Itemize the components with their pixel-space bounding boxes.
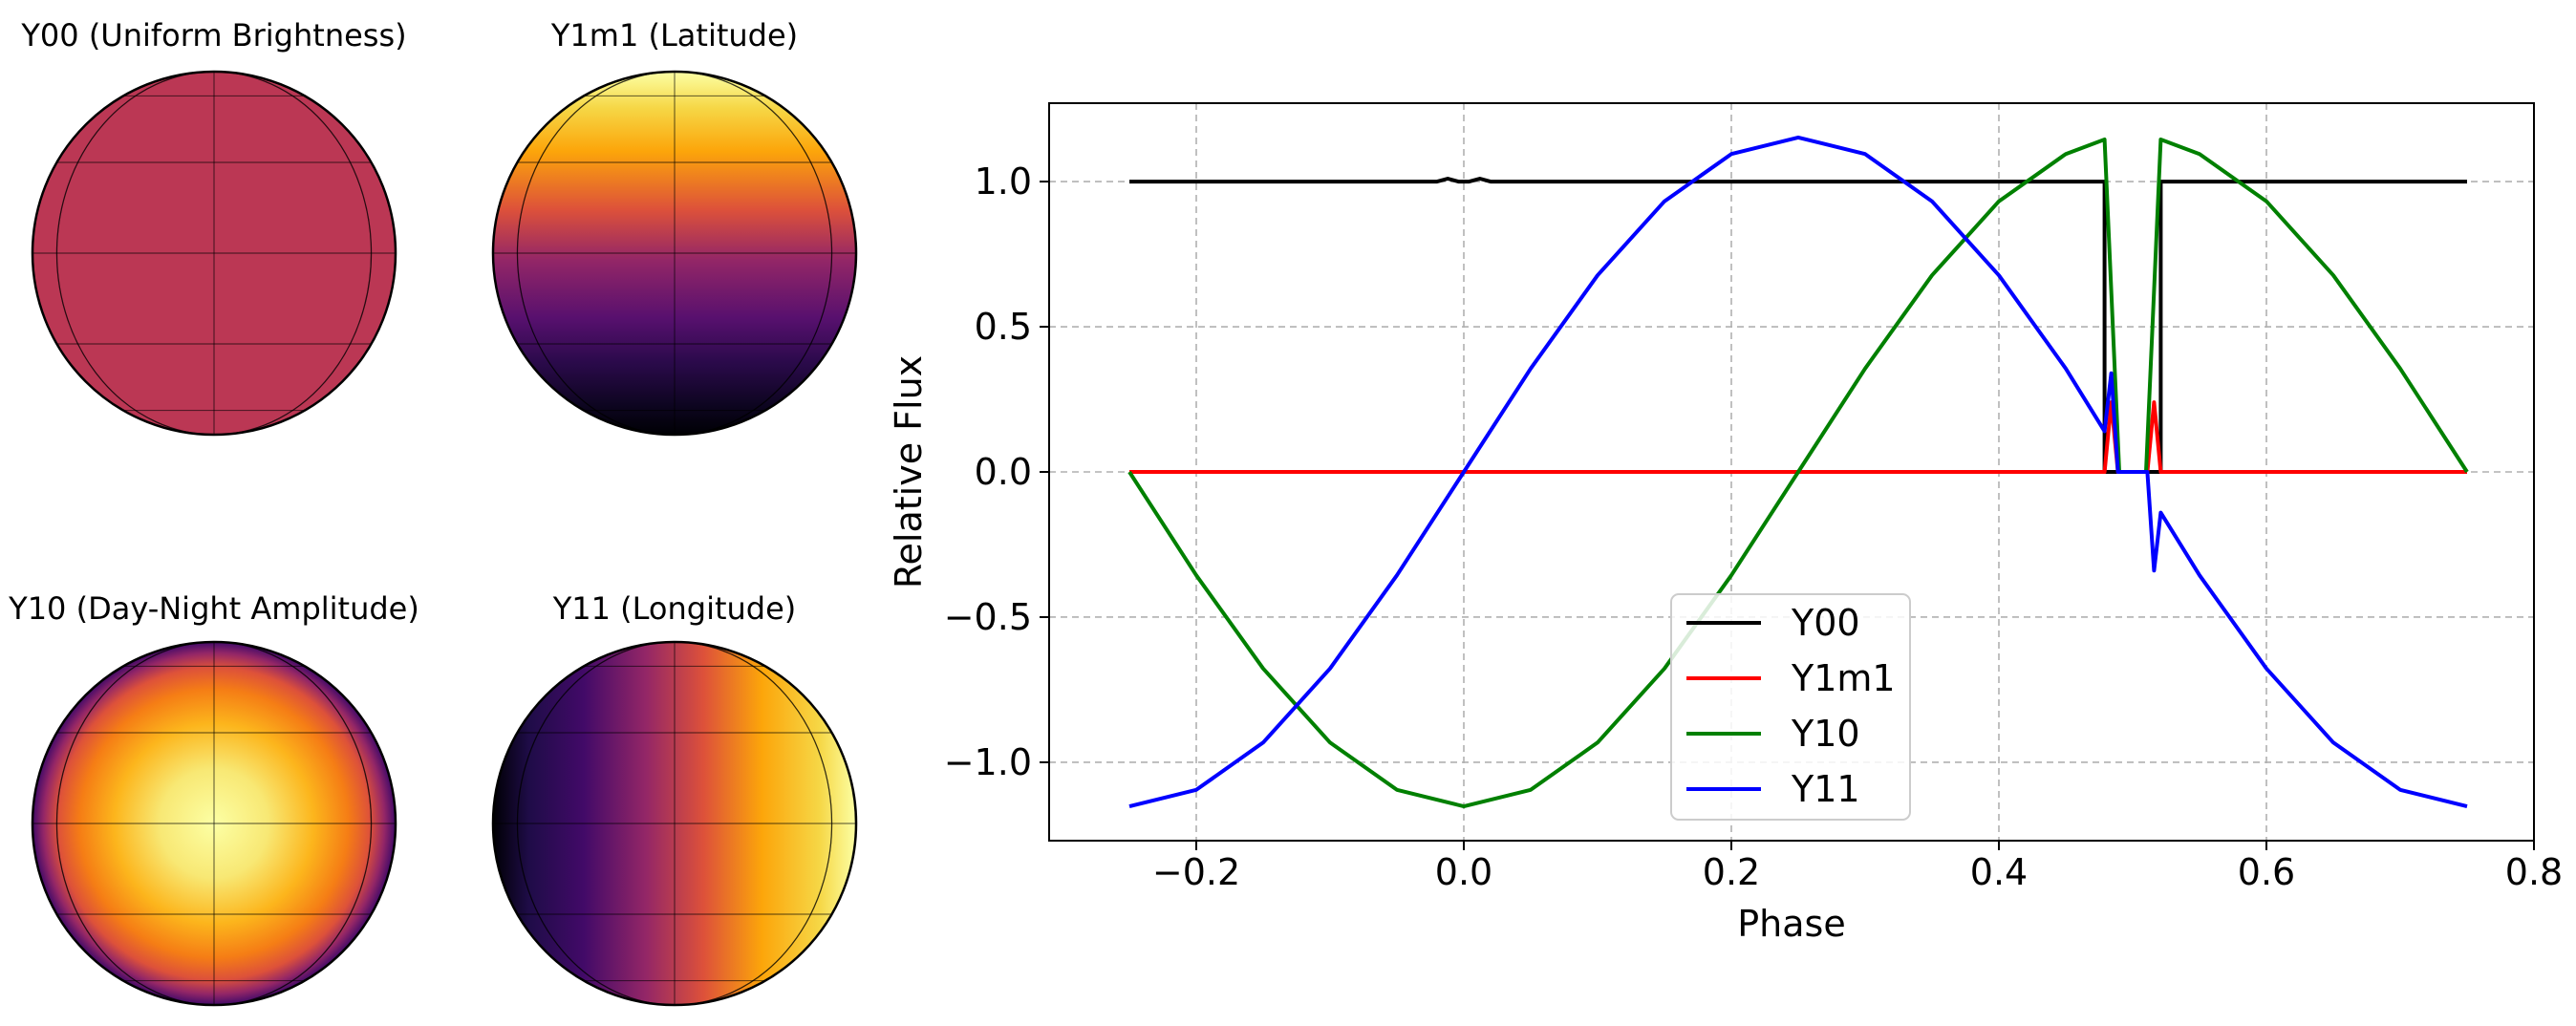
map-title-y10: Y10 (Day-Night Amplitude) (8, 590, 419, 627)
y-tick-label: 0.5 (975, 306, 1032, 348)
globe-outline (31, 640, 397, 1007)
map-title-y11: Y11 (Longitude) (552, 590, 797, 627)
globe-outline (31, 70, 397, 437)
y-axis-label: Relative Flux (888, 355, 930, 588)
globe-outline (491, 70, 858, 437)
y-tick-label: 0.0 (975, 451, 1032, 493)
map-title-y1m1: Y1m1 (Latitude) (550, 17, 798, 53)
chart-ticks: −0.2 0.0 0.2 0.4 0.6 0.8 1.0 0.5 0.0 −0.5 −1.0 (944, 160, 2564, 893)
legend: Y00 Y1m1 Y10 Y11 (1670, 593, 1911, 821)
series-line-y11 (1128, 135, 2468, 809)
map-title-y00: Y00 (Uniform Brightness) (20, 17, 406, 53)
series-line-y00 (1129, 177, 2467, 474)
series-line-y10 (1127, 138, 2469, 809)
x-tick-label: −0.2 (1152, 851, 1240, 893)
globe-map-longitude (491, 640, 858, 1007)
y-tick-label: −0.5 (944, 596, 1032, 638)
x-tick-label: 0.6 (2238, 851, 2295, 893)
legend-label-y11: Y11 (1791, 768, 1860, 810)
chart-series (1127, 135, 2469, 809)
y-tick-label: 1.0 (975, 160, 1032, 203)
x-axis-label: Phase (1737, 903, 1845, 945)
legend-label-y10: Y10 (1791, 713, 1860, 755)
x-tick-label: 0.8 (2505, 851, 2563, 893)
flux-chart: −0.2 0.0 0.2 0.4 0.6 0.8 1.0 0.5 0.0 −0.5 −1.0 Pha… (888, 102, 2564, 945)
globe-map-latitude (491, 70, 858, 437)
x-tick-label: 0.0 (1435, 851, 1492, 893)
x-tick-label: 0.2 (1703, 851, 1760, 893)
globe-map-uniform (31, 70, 397, 437)
legend-box (1670, 593, 1911, 821)
legend-label-y00: Y00 (1791, 602, 1860, 644)
maps-layer (31, 70, 858, 1007)
y-tick-label: −1.0 (944, 741, 1032, 783)
globe-map-radial (31, 640, 397, 1007)
legend-label-y1m1: Y1m1 (1791, 657, 1896, 699)
x-tick-label: 0.4 (1970, 851, 2028, 893)
globe-outline (491, 640, 858, 1007)
